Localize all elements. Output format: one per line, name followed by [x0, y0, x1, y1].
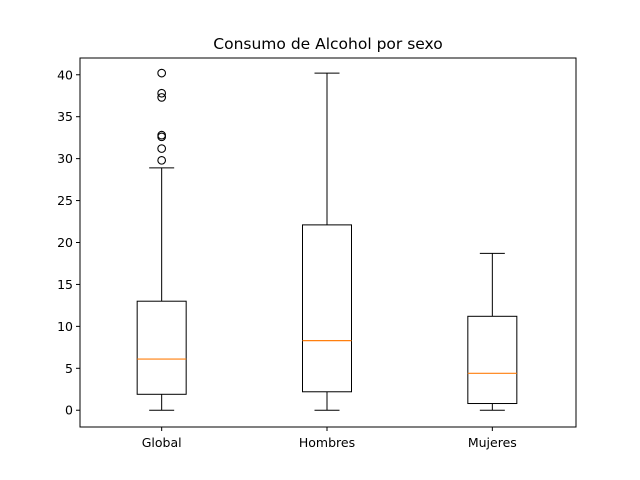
outlier-point [157, 144, 167, 153]
y-axis: 0 5 10 15 20 25 30 35 40 [57, 67, 80, 418]
outlier-point [157, 68, 167, 78]
y-tick-label: 35 [57, 109, 73, 124]
box-series [136, 68, 518, 411]
box-mujeres [467, 252, 518, 411]
y-tick-label: 15 [57, 277, 73, 292]
iqr-box [467, 315, 518, 405]
y-tick-label: 30 [57, 151, 73, 166]
iqr-box [136, 300, 187, 395]
y-tick-label: 5 [65, 361, 73, 376]
x-tick-label: Mujeres [468, 435, 517, 450]
plot-area-frame [79, 57, 577, 428]
y-tick-label: 25 [57, 193, 73, 208]
outlier-point [157, 155, 167, 165]
iqr-box [302, 224, 352, 393]
y-tick-label: 0 [65, 403, 73, 418]
box-global [136, 68, 187, 411]
y-tick-label: 10 [57, 319, 73, 334]
outlier-point [157, 88, 167, 98]
x-tick-label: Global [142, 435, 182, 450]
box-hombres [302, 72, 352, 411]
y-tick-label: 40 [57, 67, 73, 82]
outlier-point [157, 93, 167, 102]
chart-title: Consumo de Alcohol por sexo [213, 35, 442, 53]
outlier-point [157, 130, 167, 140]
x-axis: Global Hombres Mujeres [142, 427, 517, 450]
x-tick-label: Hombres [299, 435, 355, 450]
y-tick-label: 20 [57, 235, 73, 250]
